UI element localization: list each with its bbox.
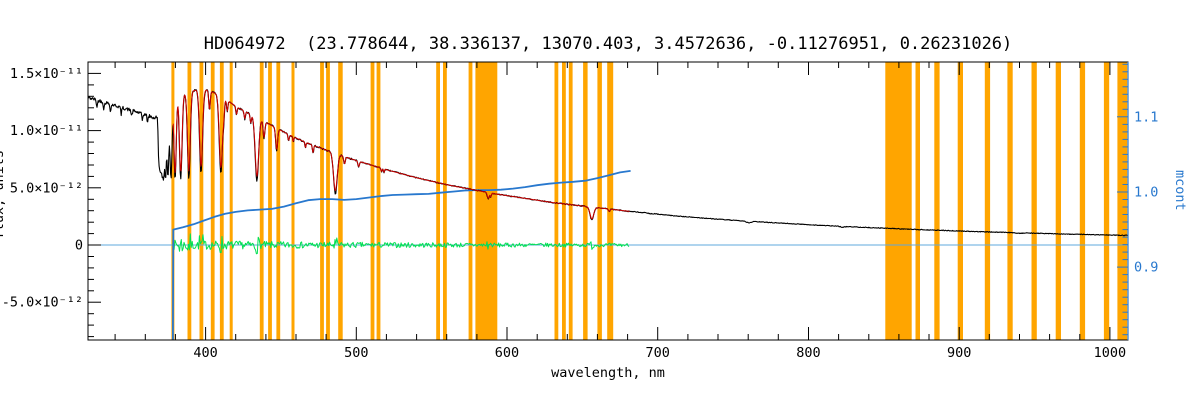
masked-band	[1117, 62, 1128, 340]
masked-band	[259, 62, 264, 340]
masked-band	[338, 62, 343, 340]
masked-band	[268, 62, 272, 340]
masked-band	[276, 62, 281, 340]
r-tick-label: 1.1	[1134, 109, 1158, 125]
masked-band	[915, 62, 920, 340]
masked-band	[171, 62, 175, 340]
plot-title: HD064972 (23.778644, 38.336137, 13070.40…	[203, 34, 1013, 54]
y-tick-label: 5.0×10⁻¹²	[10, 180, 83, 196]
x-tick-label: 800	[796, 345, 820, 361]
x-tick-label: 900	[947, 345, 971, 361]
masked-band	[291, 62, 295, 340]
x-tick-label: 700	[646, 345, 670, 361]
masked-band	[187, 62, 192, 340]
masked-band	[199, 62, 204, 340]
masked-band	[1007, 62, 1013, 340]
masked-band	[370, 62, 375, 340]
masked-band	[443, 62, 447, 340]
masked-band	[597, 62, 602, 340]
masked-band	[583, 62, 588, 340]
x-tick-label: 600	[495, 345, 519, 361]
y-tick-label: 1.5×10⁻¹¹	[10, 66, 83, 82]
masked-band	[210, 62, 215, 340]
masked-band	[568, 62, 573, 340]
y-tick-label: 0	[75, 238, 83, 254]
masked-band	[1055, 62, 1061, 340]
masked-band	[554, 62, 559, 340]
masked-band	[468, 62, 473, 340]
masked-band	[1079, 62, 1086, 340]
x-tick-label: 1000	[1094, 345, 1127, 361]
masked-band	[1031, 62, 1037, 340]
residual-curve	[172, 233, 630, 255]
masked-band	[1103, 62, 1110, 340]
y-tick-label: -5.0×10⁻¹²	[2, 295, 83, 311]
masked-band	[326, 62, 330, 340]
masked-band	[376, 62, 381, 340]
x-tick-label: 400	[193, 345, 217, 361]
masked-band	[229, 62, 233, 340]
y-tick-label: 1.0×10⁻¹¹	[10, 123, 83, 139]
left-axis-label: flux, units	[0, 150, 7, 240]
masked-band	[475, 62, 498, 340]
mcont-curve	[171, 170, 631, 341]
masked-band	[320, 62, 324, 340]
masked-band	[219, 62, 224, 340]
r-tick-label: 1.0	[1134, 185, 1158, 201]
masked-regions	[171, 62, 1128, 340]
masked-band	[934, 62, 940, 340]
masked-band	[607, 62, 614, 340]
masked-band	[436, 62, 440, 340]
x-tick-label: 500	[344, 345, 368, 361]
masked-band	[885, 62, 912, 340]
masked-band	[562, 62, 566, 340]
fit-curve	[172, 89, 630, 220]
masked-band	[957, 62, 963, 340]
x-axis-label: wavelength, nm	[551, 365, 665, 381]
right-axis-label: mcont	[1172, 170, 1188, 211]
r-tick-label: 0.9	[1134, 260, 1158, 276]
masked-band	[984, 62, 991, 340]
